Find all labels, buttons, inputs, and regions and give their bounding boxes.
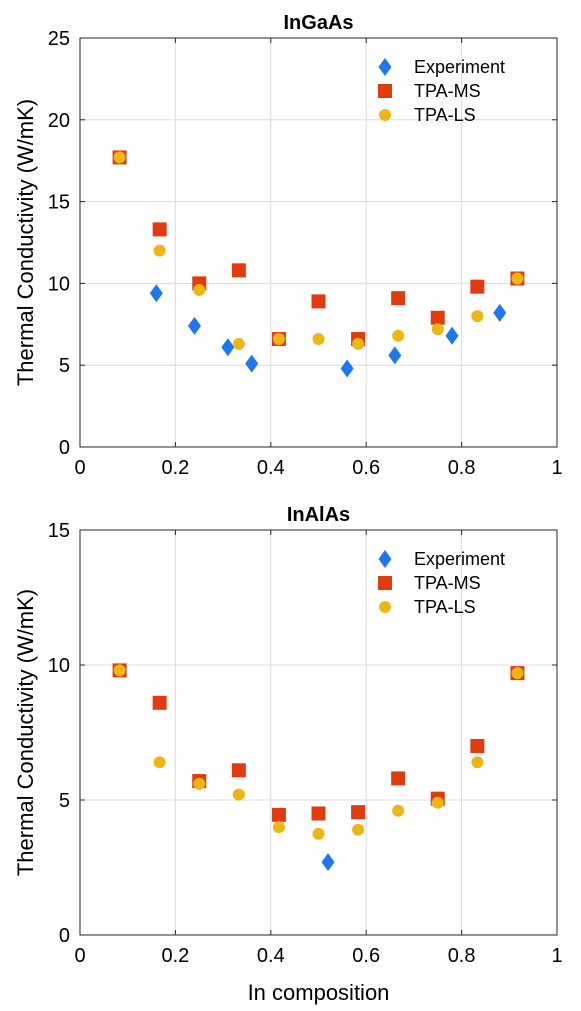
y-axis-label: Thermal Conductivity (W/mK): [13, 589, 38, 876]
data-point: [340, 359, 354, 378]
data-point: [511, 272, 524, 285]
data-point: [391, 291, 406, 306]
data-point: [193, 777, 206, 790]
data-point: [272, 333, 285, 346]
y-tick-label: 15: [48, 520, 70, 542]
plot-area: [80, 530, 557, 935]
data-point: [470, 739, 485, 753]
x-tick-label: 0: [74, 945, 85, 967]
x-tick-label: 0.4: [257, 457, 285, 479]
y-tick-label: 20: [48, 110, 70, 132]
data-point: [153, 244, 166, 257]
x-tick-label: 0.8: [448, 457, 476, 479]
legend-label: TPA-LS: [414, 597, 476, 617]
data-point: [311, 294, 326, 309]
x-axis-label: In composition: [248, 980, 390, 1005]
data-point: [232, 788, 245, 801]
y-tick-label: 15: [48, 192, 70, 214]
data-point: [272, 821, 285, 833]
data-point: [245, 354, 259, 373]
data-point: [445, 326, 459, 345]
legend-marker: [378, 576, 392, 590]
series-tpa-ls: [113, 664, 524, 840]
x-tick-label: 0.6: [352, 457, 380, 479]
chart-title: InAlAs: [287, 504, 350, 526]
y-tick-label: 25: [48, 28, 70, 50]
legend-marker: [378, 58, 392, 76]
data-point: [392, 804, 405, 817]
data-point: [152, 222, 167, 237]
data-point: [312, 333, 325, 346]
data-point: [352, 337, 365, 350]
data-point: [471, 310, 484, 323]
data-point: [232, 337, 245, 350]
y-tick-label: 5: [59, 355, 70, 377]
data-point: [391, 771, 406, 786]
data-point: [511, 667, 524, 680]
legend-marker: [379, 109, 391, 121]
data-point: [153, 756, 166, 769]
y-tick-label: 5: [59, 790, 70, 812]
y-axis-label: Thermal Conductivity (W/mK): [13, 99, 38, 386]
y-tick-label: 0: [59, 925, 70, 947]
legend-marker: [378, 550, 392, 568]
legend-label: Experiment: [414, 57, 505, 77]
data-point: [193, 283, 206, 296]
legend-marker: [379, 601, 391, 613]
data-point: [351, 805, 366, 820]
data-point: [321, 853, 335, 872]
data-point: [311, 806, 326, 821]
data-point: [187, 316, 201, 335]
data-point: [149, 284, 163, 303]
data-point: [471, 756, 484, 769]
data-point: [113, 664, 126, 677]
data-point: [113, 151, 126, 164]
x-tick-label: 0.2: [161, 945, 189, 967]
data-point: [392, 329, 405, 342]
data-point: [271, 807, 286, 822]
x-tick-label: 1: [551, 945, 562, 967]
legend-marker: [378, 84, 392, 98]
series-experiment: [321, 853, 335, 872]
y-tick-label: 0: [59, 437, 70, 459]
x-tick-label: 0.2: [161, 457, 189, 479]
data-point: [231, 763, 246, 778]
data-point: [431, 796, 444, 809]
series-experiment: [149, 284, 507, 378]
data-point: [352, 823, 365, 836]
y-tick-label: 10: [48, 655, 70, 677]
x-tick-label: 0: [74, 457, 85, 479]
plot-area: [80, 38, 557, 447]
x-tick-label: 0.8: [448, 945, 476, 967]
x-tick-label: 1: [551, 457, 562, 479]
data-point: [221, 338, 235, 357]
data-point: [493, 303, 507, 322]
y-tick-label: 10: [48, 273, 70, 295]
axes-box: [79, 529, 558, 936]
data-point: [430, 310, 445, 325]
data-point: [231, 263, 246, 278]
legend-label: TPA-MS: [414, 81, 481, 101]
data-point: [470, 279, 485, 294]
chart-title: InGaAs: [283, 12, 353, 34]
series-tpa-ls: [113, 151, 524, 350]
data-point: [388, 346, 402, 365]
axes-box: [79, 37, 558, 448]
data-point: [152, 695, 167, 710]
data-point: [312, 827, 325, 840]
legend-label: Experiment: [414, 549, 505, 569]
data-point: [431, 323, 444, 336]
legend: Experiment TPA-MS TPA-LS: [378, 57, 505, 125]
legend-label: TPA-LS: [414, 105, 476, 125]
x-tick-label: 0.4: [257, 945, 285, 967]
legend: Experiment TPA-MS TPA-LS: [378, 549, 505, 617]
x-tick-label: 0.6: [352, 945, 380, 967]
legend-label: TPA-MS: [414, 573, 481, 593]
